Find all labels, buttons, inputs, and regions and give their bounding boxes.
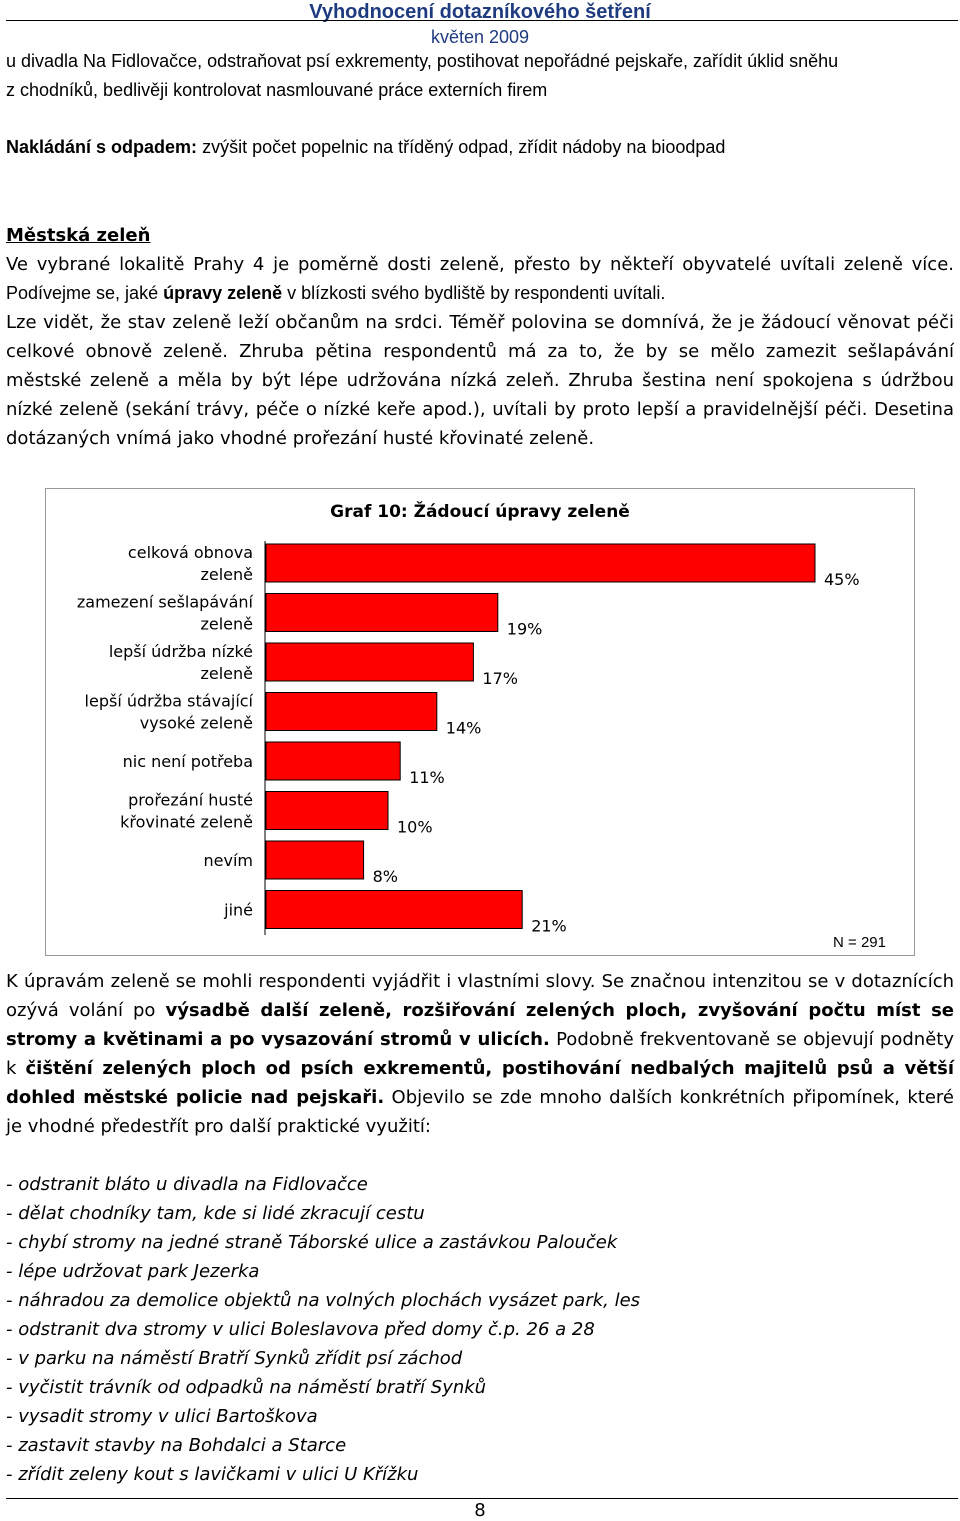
waste-text: zvýšit počet popelnic na tříděný odpad, … <box>197 137 726 157</box>
suggestions-list: - odstranit bláto u divadla na Fidlovačc… <box>6 1170 954 1489</box>
list-item: - vysadit stromy v ulici Bartoškova <box>6 1406 318 1427</box>
bar <box>265 840 365 880</box>
bar-value-label: 21% <box>531 917 567 936</box>
bar <box>265 791 389 830</box>
category-label: zamezení sešlapávání <box>77 593 254 612</box>
category-label: zeleně <box>200 664 253 683</box>
category-label: zeleně <box>200 565 253 584</box>
intro-line-2: Podívejme se, jaké úpravy zeleně v blízk… <box>6 279 954 308</box>
list-item: - odstranit dva stromy v ulici Boleslavo… <box>6 1319 595 1340</box>
page-number: 8 <box>474 1500 486 1521</box>
chart-frame: Graf 10: Žádoucí úpravy zeleně 45% celkov… <box>45 488 915 956</box>
bar <box>265 543 816 583</box>
chart-title: Graf 10: Žádoucí úpravy zeleně <box>330 500 630 522</box>
continuation-line-2: z chodníků, bedlivěji kontrolovat nasmlo… <box>6 80 548 100</box>
list-item: - v parku na náměstí Bratří Synků zřídit… <box>6 1348 463 1369</box>
category-label: křovinaté zeleně <box>120 813 253 832</box>
category-label: prořezání husté <box>128 791 253 810</box>
list-item: - vyčistit trávník od odpadků na náměstí… <box>6 1377 487 1398</box>
intro-line-2-a: Podívejme se, jaké <box>6 283 164 303</box>
document-date: květen 2009 <box>430 27 530 47</box>
waste-paragraph: Nakládání s odpadem: zvýšit počet popeln… <box>6 133 954 162</box>
waste-label: Nakládání s odpadem: <box>6 137 198 157</box>
list-item: - náhradou za demolice objektů na volnýc… <box>6 1290 641 1311</box>
intro-line-2-bold: úpravy zeleně <box>163 283 283 303</box>
category-label: nic není potřeba <box>123 752 253 771</box>
bar-value-label: 14% <box>446 719 482 738</box>
list-item: - zastavit stavby na Bohdalci a Starce <box>6 1435 347 1456</box>
bar <box>265 890 523 929</box>
section-heading: Městská zeleň <box>6 225 151 246</box>
bar-value-label: 8% <box>373 867 398 886</box>
intro-line-2-c: v blízkosti svého bydliště by respondent… <box>282 283 666 303</box>
chart-note: N = 291 <box>833 934 886 951</box>
after-chart-paragraph: K úpravám zeleně se mohli respondenti vy… <box>6 967 954 1141</box>
after-chart-text-a: K úpravám zeleně se mohli respondenti vy… <box>6 971 954 1021</box>
after-chart-bold-a: výsadbě další zeleně, rozšiřování zelený… <box>6 1000 954 1050</box>
bar-value-label: 45% <box>824 570 860 589</box>
category-label: zeleně <box>200 615 253 634</box>
category-label: lepší údržba nízké <box>109 642 253 661</box>
after-chart-bold-b: čištění zelených ploch od psích exkremen… <box>6 1058 954 1108</box>
continuation-line-1: u divadla Na Fidlovačce, odstraňovat psí… <box>6 51 839 71</box>
list-item: - zřídit zeleny kout s lavičkami v ulici… <box>6 1464 419 1485</box>
category-label: nevím <box>204 851 253 870</box>
bar <box>265 692 438 731</box>
section-body: Lze vidět, že stav zeleně leží občanům n… <box>6 312 954 449</box>
list-item: - chybí stromy na jedné straně Táborské … <box>6 1232 618 1253</box>
list-item: - odstranit bláto u divadla na Fidlovačc… <box>6 1174 368 1195</box>
category-label: lepší údržba stávající <box>85 692 254 711</box>
bar-chart: Graf 10: Žádoucí úpravy zeleně 45% celkov… <box>77 500 886 951</box>
list-item: - lépe udržovat park Jezerka <box>6 1261 260 1282</box>
bar <box>265 593 499 632</box>
after-chart-text-c: Objevilo se zde mnoho dalších konkrétníc… <box>6 1087 954 1137</box>
bar-value-label: 19% <box>507 620 543 639</box>
page-header: Vyhodnocení dotazníkového šetření květen… <box>0 0 960 48</box>
continuation-paragraph: u divadla Na Fidlovačce, odstraňovat psí… <box>6 47 954 105</box>
bar-value-label: 11% <box>409 768 445 787</box>
bar-value-label: 10% <box>397 818 433 837</box>
bar <box>265 642 474 682</box>
category-label: jiné <box>223 901 253 920</box>
footer-rule <box>6 1498 958 1499</box>
list-item: - dělat chodníky tam, kde si lidé zkracu… <box>6 1203 425 1224</box>
after-chart-text-b: Podobně frekventovaně se objevují podnět… <box>6 1029 954 1079</box>
bar <box>265 741 401 781</box>
category-label: celková obnova <box>128 543 253 562</box>
bar-value-label: 17% <box>482 669 518 688</box>
category-label: vysoké zeleně <box>140 714 253 733</box>
intro-line-1: Ve vybrané lokalitě Prahy 4 je poměrně d… <box>6 254 954 275</box>
document-title: Vyhodnocení dotazníkového šetření <box>309 1 651 23</box>
header-rule <box>6 20 958 21</box>
